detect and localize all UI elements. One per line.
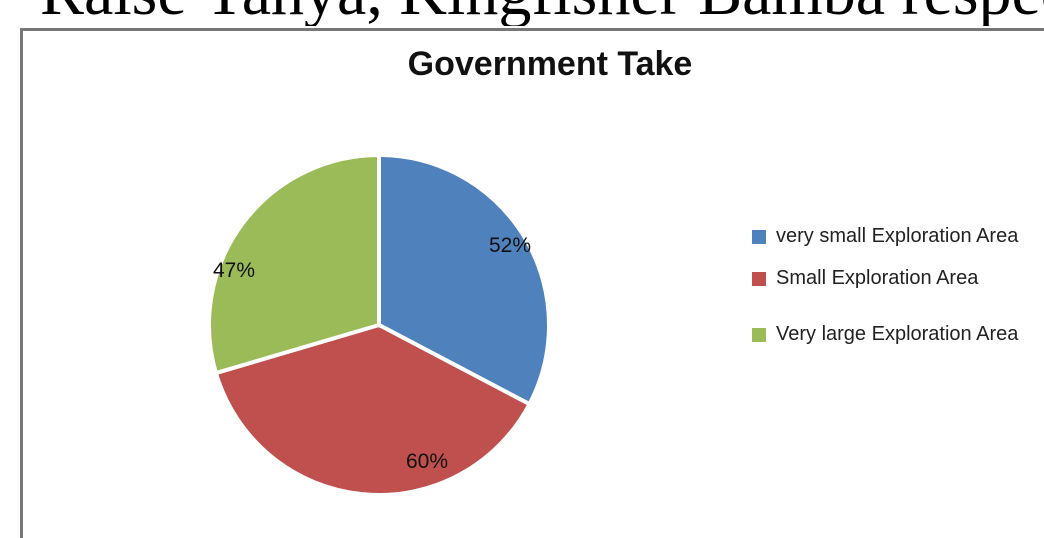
slide-header-text: Raise Yahya, Kingfisher Bamba respec [40,0,1044,26]
legend-item: Very large Exploration Area [752,320,1042,348]
legend-swatch-very-small-exploration-area [752,230,766,244]
legend-label-very-small-exploration-area: very small Exploration Area [776,225,1019,247]
legend-swatch-small-exploration-area [752,272,766,286]
legend-item: very small Exploration Area [752,222,1042,250]
legend-label-very-large-exploration-area: Very large Exploration Area [776,323,1019,345]
legend-label-small-exploration-area: Small Exploration Area [776,267,979,289]
chart-title: Government Take [407,45,693,83]
data-label-very-large-exploration-area: 47% [213,259,255,282]
data-label-small-exploration-area: 60% [406,450,448,473]
legend-swatch-very-large-exploration-area [752,328,766,342]
pie-slice-very-small-exploration-area [377,152,551,407]
legend: very small Exploration Area Small Explor… [752,222,1042,363]
pie-data-labels: 52% 60% 47% [213,234,531,473]
pie-slice-small-exploration-area [213,322,533,497]
legend-item: Small Exploration Area [752,264,1042,292]
data-label-very-small-exploration-area: 52% [489,234,531,257]
pie-slices [207,152,551,497]
pie-slice-very-large-exploration-area [207,152,381,376]
